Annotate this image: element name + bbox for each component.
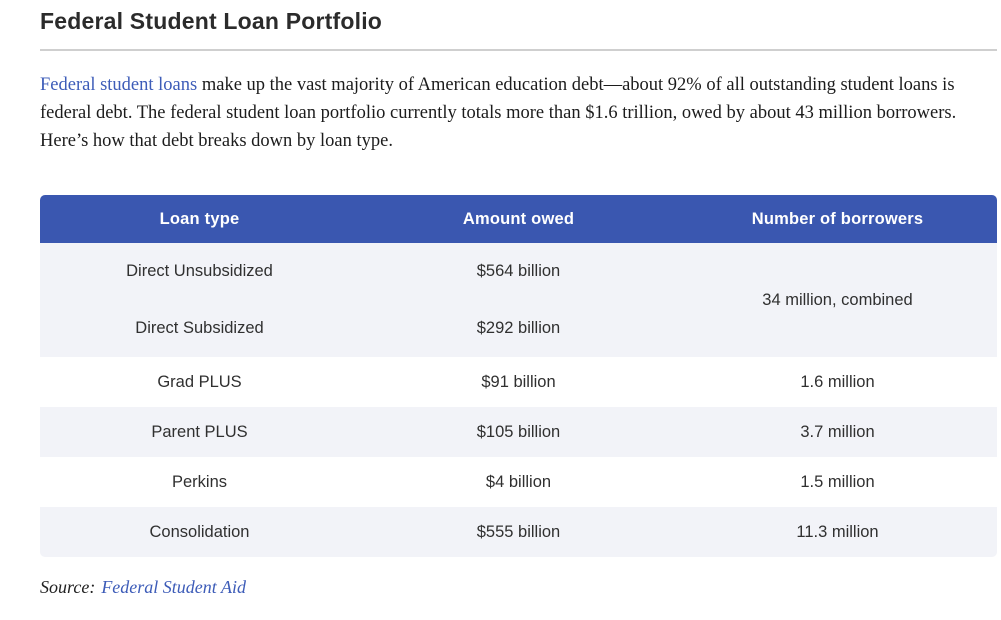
cell-loan-type: Grad PLUS: [157, 372, 242, 391]
table-row: Direct Subsidized $292 billion: [40, 300, 997, 357]
source-label: Source:: [40, 577, 96, 597]
table-row: Direct Unsubsidized $564 billion 34 mill…: [40, 243, 997, 357]
cell-amount-owed: $564 billion: [359, 243, 678, 300]
loan-portfolio-table: Loan type Amount owed Number of borrower…: [40, 195, 997, 557]
column-header-amount-owed: Amount owed: [359, 195, 678, 243]
cell-loan-type: Parent PLUS: [40, 407, 359, 457]
column-header-number-of-borrowers: Number of borrowers: [678, 195, 997, 243]
table-header-row: Loan type Amount owed Number of borrower…: [40, 195, 997, 243]
cell-borrowers: 3.7 million: [678, 407, 997, 457]
intro-paragraph: Federal student loans make up the vast m…: [40, 71, 997, 155]
source-line: Source: Federal Student Aid: [40, 577, 997, 598]
page-title: Federal Student Loan Portfolio: [40, 8, 383, 34]
cell-loan-type: Direct Unsubsidized: [40, 243, 359, 300]
cell-borrowers-combined: 34 million, combined: [678, 243, 997, 357]
loan-portfolio-table-wrap: Loan type Amount owed Number of borrower…: [40, 195, 997, 557]
table-row: Consolidation $555 billion 11.3 million: [40, 507, 997, 557]
title-divider: [40, 49, 997, 51]
cell-amount-owed: $292 billion: [359, 300, 678, 357]
cell-borrowers: 1.6 million: [800, 372, 875, 391]
cell-loan-type: Direct Subsidized: [40, 300, 359, 357]
source-link-federal-student-aid[interactable]: Federal Student Aid: [101, 577, 246, 597]
table-row: Grad PLUS $91 billion 1.6 million: [40, 357, 997, 407]
article-content: Federal Student Loan Portfolio Federal s…: [40, 0, 997, 598]
column-header-loan-type: Loan type: [40, 195, 359, 243]
cell-borrowers: 1.5 million: [800, 472, 875, 491]
cell-amount-owed: $91 billion: [481, 372, 556, 391]
cell-amount-owed: $105 billion: [359, 407, 678, 457]
cell-amount-owed: $555 billion: [359, 507, 678, 557]
table-row: Parent PLUS $105 billion 3.7 million: [40, 407, 997, 457]
cell-loan-type: Consolidation: [40, 507, 359, 557]
cell-amount-owed: $4 billion: [485, 472, 552, 491]
federal-student-loans-link[interactable]: Federal student loans: [40, 75, 198, 95]
cell-borrowers: 11.3 million: [678, 507, 997, 557]
intro-text: make up the vast majority of American ed…: [40, 75, 957, 151]
table-row: Perkins $4 billion 1.5 million: [40, 457, 997, 507]
cell-loan-type: Perkins: [171, 472, 228, 491]
